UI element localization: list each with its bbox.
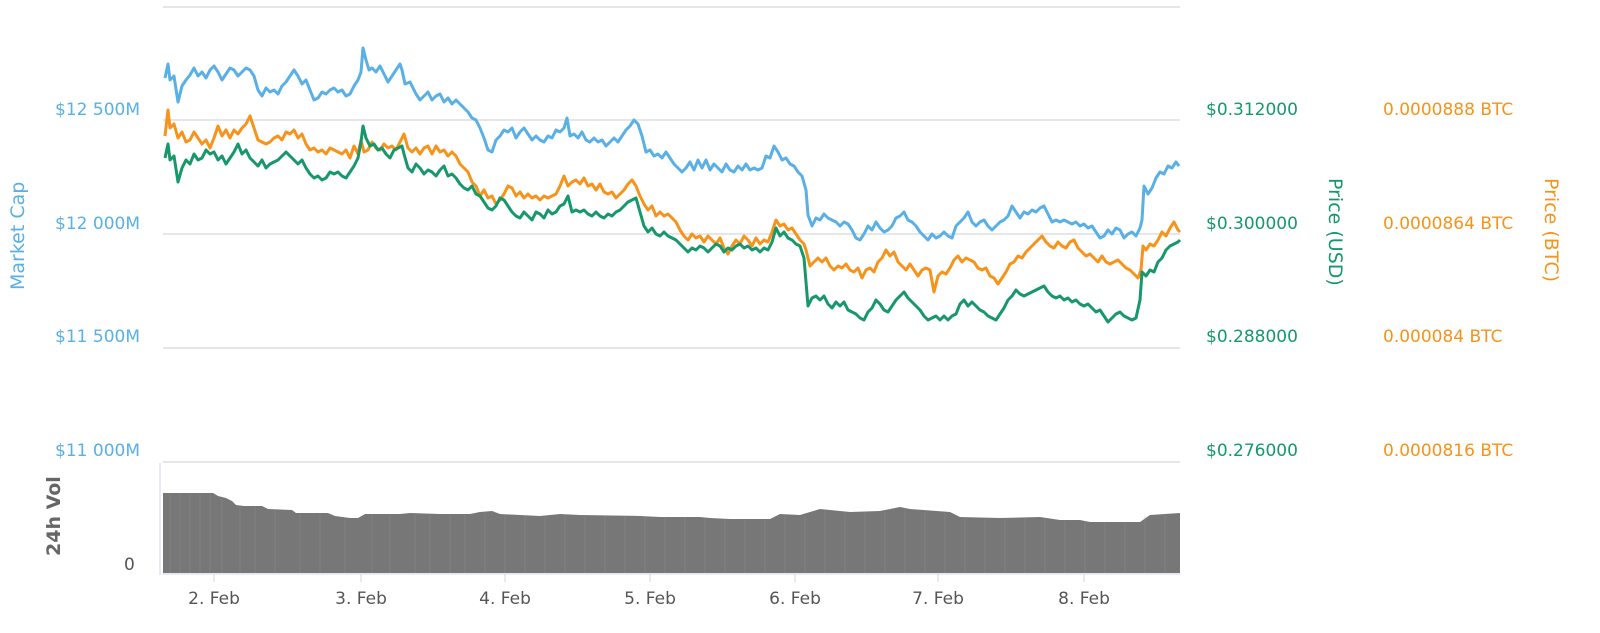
volume-pane bbox=[159, 463, 1180, 575]
x-tick-label: 2. Feb bbox=[188, 589, 240, 609]
volume-bars bbox=[163, 493, 1180, 573]
market-cap-axis-title: Market Cap bbox=[7, 181, 29, 290]
price-usd-tick: $0.312000 bbox=[1206, 100, 1298, 120]
price-btc-line bbox=[163, 108, 1182, 294]
volume-zero-tick: 0 bbox=[124, 555, 135, 575]
x-tick-label: 4. Feb bbox=[479, 589, 531, 609]
gridlines bbox=[163, 6, 1180, 463]
x-tick-label: 5. Feb bbox=[624, 589, 676, 609]
price-usd-axis-title: Price (USD) bbox=[1324, 178, 1346, 286]
market-cap-line bbox=[163, 46, 1181, 242]
market-cap-tick: $12 500M bbox=[55, 100, 140, 120]
price-btc-axis-title: Price (BTC) bbox=[1540, 178, 1562, 283]
market-cap-tick: $12 000M bbox=[55, 214, 140, 234]
volume-axis-title: 24h Vol bbox=[43, 476, 65, 556]
price-usd-line bbox=[163, 124, 1182, 324]
x-tick-label: 3. Feb bbox=[335, 589, 387, 609]
price-btc-tick: 0.0000888 BTC bbox=[1383, 100, 1514, 120]
price-btc-tick: 0.0000816 BTC bbox=[1383, 441, 1514, 461]
market-cap-tick: $11 000M bbox=[55, 441, 140, 461]
price-btc-tick: 0.000084 BTC bbox=[1383, 327, 1503, 347]
x-tick-label: 7. Feb bbox=[912, 589, 964, 609]
x-tick-label: 8. Feb bbox=[1058, 589, 1110, 609]
volume-bar-stripes bbox=[169, 494, 1166, 573]
x-axis-ticks bbox=[213, 574, 1085, 582]
price-btc-tick: 0.0000864 BTC bbox=[1383, 214, 1514, 234]
price-usd-tick: $0.288000 bbox=[1206, 327, 1298, 347]
x-tick-label: 6. Feb bbox=[769, 589, 821, 609]
price-usd-tick: $0.276000 bbox=[1206, 441, 1298, 461]
price-usd-tick: $0.300000 bbox=[1206, 214, 1298, 234]
market-cap-tick: $11 500M bbox=[55, 327, 140, 347]
